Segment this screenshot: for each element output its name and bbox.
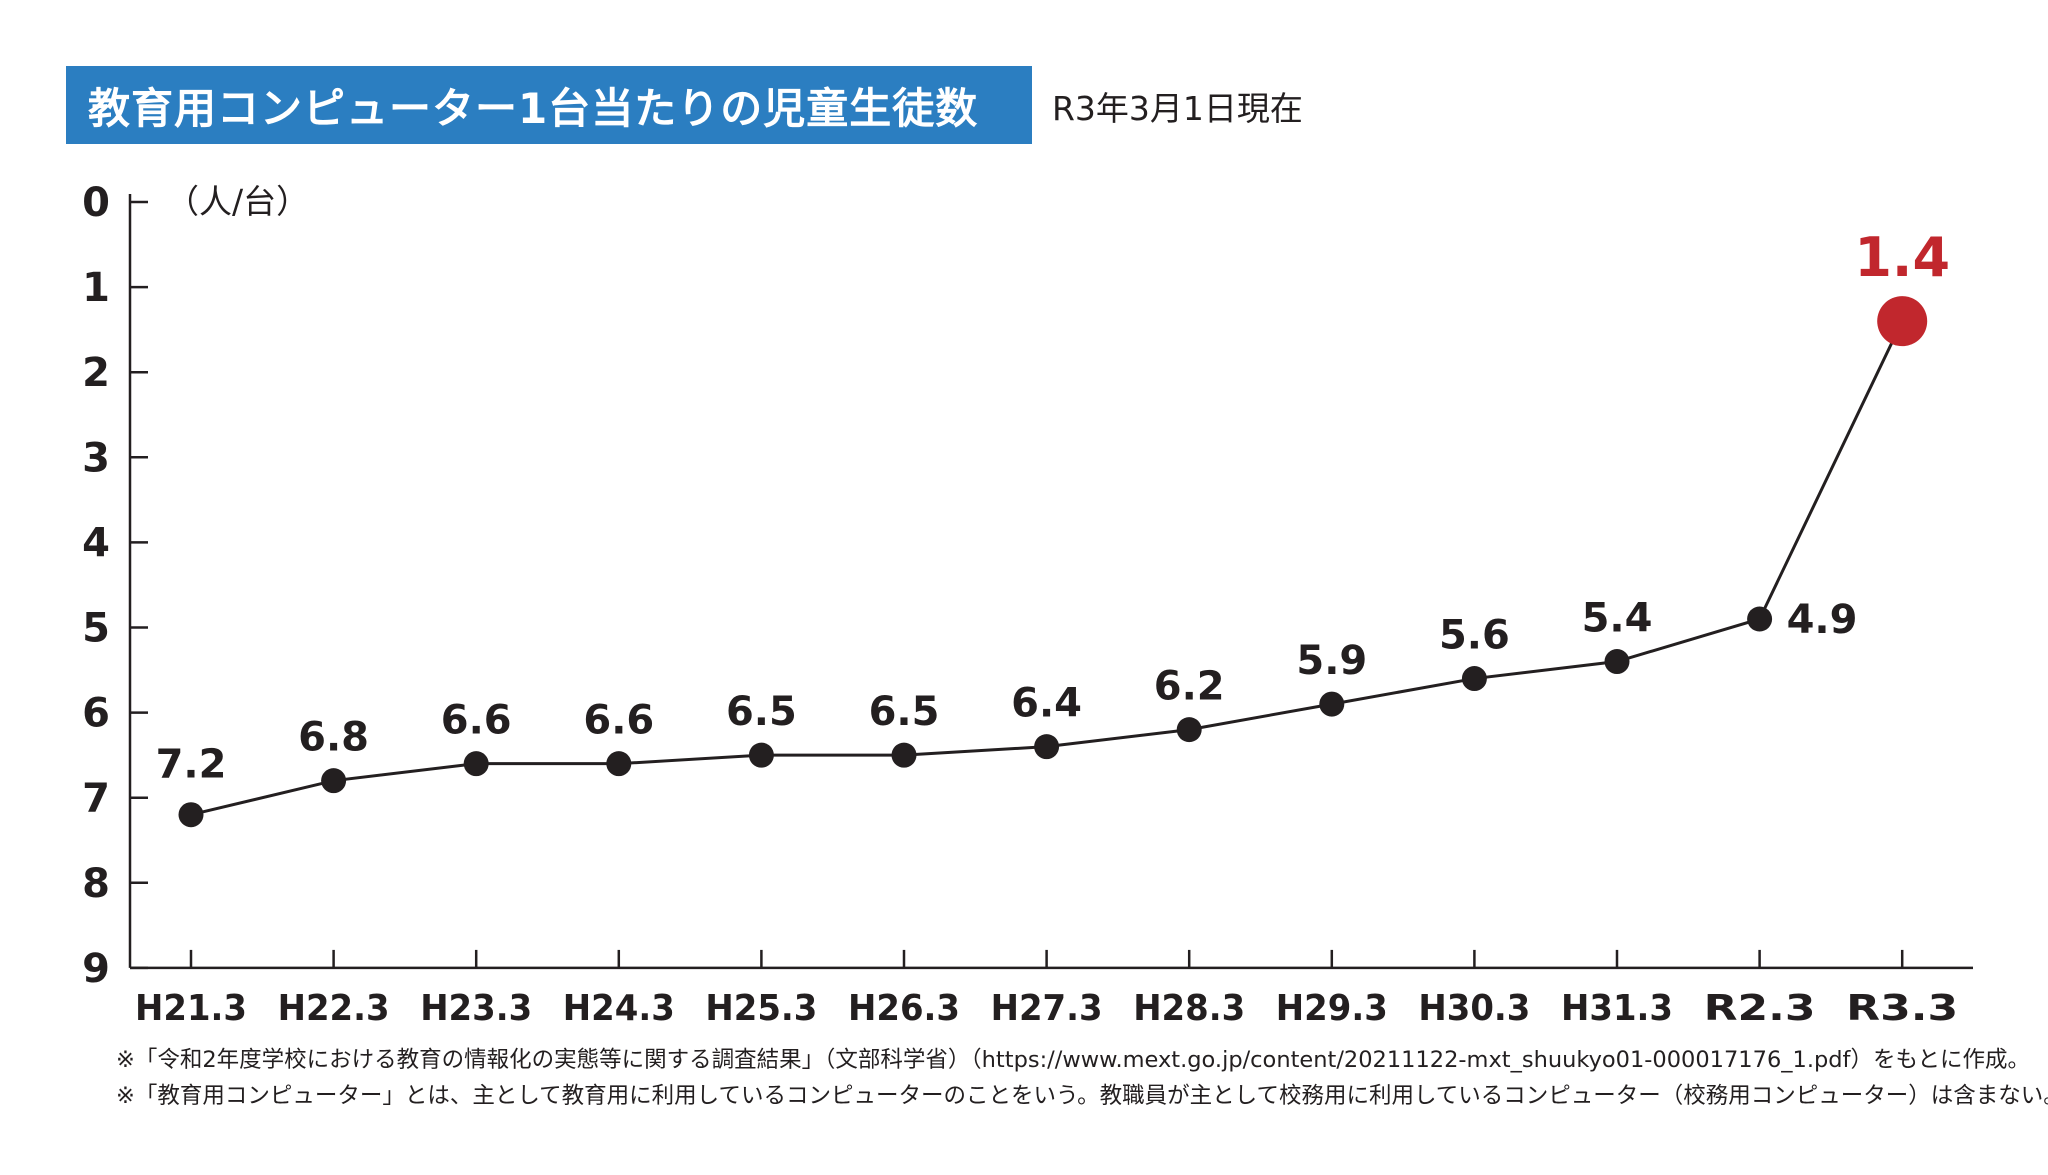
y-tick-label: 4 — [82, 520, 110, 566]
x-tick-label: H24.3 — [563, 988, 675, 1029]
x-tick-label: H30.3 — [1418, 988, 1530, 1029]
data-point — [606, 751, 632, 777]
x-tick-label: H25.3 — [705, 988, 817, 1029]
y-tick-label: 8 — [82, 861, 110, 907]
y-tick-label: 5 — [82, 606, 110, 652]
data-point — [1747, 606, 1773, 632]
source-notes: ※「令和2年度学校における教育の情報化の実態等に関する調査結果」（文部科学省）（… — [116, 1042, 2048, 1114]
x-tick-label: H31.3 — [1561, 988, 1673, 1029]
data-point — [1604, 649, 1630, 675]
data-label: 6.2 — [1154, 664, 1225, 710]
y-tick-label: 1 — [82, 265, 110, 311]
x-tick-label: H21.3 — [135, 988, 247, 1029]
note-definition: ※「教育用コンピューター」とは、主として教育用に利用しているコンピューターのこと… — [116, 1083, 2048, 1109]
x-tick-label: R2.3 — [1704, 988, 1816, 1029]
data-point — [1461, 666, 1487, 692]
data-point — [463, 751, 489, 777]
y-tick-label: 7 — [82, 776, 110, 822]
data-label: 5.9 — [1296, 638, 1367, 684]
x-tick-label: R3.3 — [1846, 988, 1958, 1029]
y-tick-label: 9 — [82, 946, 110, 992]
y-tick-label: 2 — [82, 350, 110, 396]
chart-date-note: R3年3月1日現在 — [1052, 89, 1303, 128]
x-tick-label: H27.3 — [991, 988, 1103, 1029]
data-label: 6.4 — [1011, 681, 1082, 727]
highlight-data-label: 1.4 — [1854, 226, 1950, 289]
x-tick-label: H28.3 — [1133, 988, 1245, 1029]
highlight-data-point — [1877, 296, 1928, 347]
x-tick-label: H29.3 — [1276, 988, 1388, 1029]
y-tick-label: 3 — [82, 435, 110, 481]
y-tick-label: 0 — [82, 180, 110, 226]
data-label: 6.6 — [583, 698, 654, 744]
data-point — [178, 802, 204, 828]
chart-title-banner: 教育用コンピューター1台当たりの児童生徒数 — [66, 66, 1032, 144]
note-source: ※「令和2年度学校における教育の情報化の実態等に関する調査結果」（文部科学省）（… — [116, 1047, 2031, 1073]
data-point — [748, 742, 774, 768]
data-label: 7.2 — [156, 742, 227, 788]
data-point — [1176, 717, 1202, 743]
data-point — [891, 742, 917, 768]
data-label: 6.6 — [441, 698, 512, 744]
chart-title: 教育用コンピューター1台当たりの児童生徒数 — [88, 83, 979, 133]
data-label: 6.5 — [869, 689, 940, 735]
x-tick-label: H26.3 — [848, 988, 960, 1029]
x-tick-label: H22.3 — [278, 988, 390, 1029]
data-label: 6.8 — [298, 715, 369, 761]
y-axis-unit-label: （人/台） — [166, 182, 309, 221]
data-label: 5.6 — [1439, 613, 1510, 659]
data-point — [1034, 734, 1060, 760]
data-label: 6.5 — [726, 689, 797, 735]
data-label: 4.9 — [1787, 597, 1858, 643]
data-label: 5.4 — [1582, 596, 1653, 642]
y-tick-label: 6 — [82, 691, 110, 737]
data-point — [321, 768, 347, 794]
x-tick-label: H23.3 — [420, 988, 532, 1029]
data-point — [1319, 691, 1345, 717]
